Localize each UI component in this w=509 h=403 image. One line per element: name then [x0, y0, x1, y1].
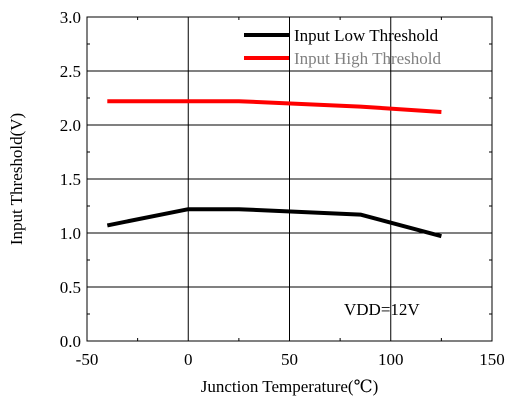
x-tick-label: -50 [76, 350, 99, 369]
y-tick-label: 0.0 [60, 332, 81, 351]
y-tick-label: 0.5 [60, 278, 81, 297]
y-tick-label: 2.5 [60, 62, 81, 81]
x-tick-label: 0 [184, 350, 193, 369]
y-tick-label: 2.0 [60, 116, 81, 135]
x-axis-title: Junction Temperature(℃) [201, 377, 379, 396]
y-tick-label: 1.0 [60, 224, 81, 243]
plot-area-frame [86, 16, 493, 342]
y-tick-label: 3.0 [60, 8, 81, 27]
grid-lines [87, 17, 492, 341]
y-axis-title: Input Threshold(V) [7, 113, 26, 245]
x-axis-ticks: -50 0 50 100 150 [76, 350, 505, 369]
x-tick-label: 100 [378, 350, 404, 369]
legend-label-input-high-threshold: Input High Threshold [294, 49, 442, 68]
y-tick-label: 1.5 [60, 170, 81, 189]
series-line-input-high-threshold [107, 99, 442, 114]
series-line-input-low-threshold [106, 207, 442, 239]
annotations: VDD=12V [344, 300, 420, 319]
x-tick-label: 150 [479, 350, 505, 369]
legend: Input Low Threshold Input High Threshold [244, 26, 442, 68]
legend-label-input-low-threshold: Input Low Threshold [294, 26, 439, 45]
x-tick-label: 50 [281, 350, 298, 369]
series-lines [106, 99, 442, 239]
y-axis-ticks: 0.0 0.5 1.0 1.5 2.0 2.5 3.0 [60, 8, 81, 351]
vdd-annotation: VDD=12V [344, 300, 420, 319]
